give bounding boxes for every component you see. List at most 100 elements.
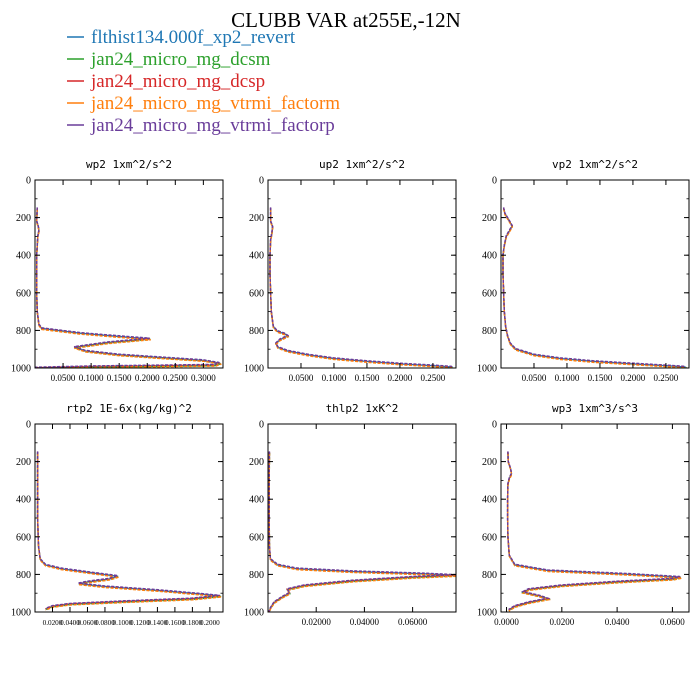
- y-tick-label: 0: [492, 176, 497, 187]
- series-group: [35, 207, 222, 368]
- chart-panel: rtp2 1E-6x(kg/kg)^2 0 200 400 600 800 1000 0.02…: [11, 402, 224, 627]
- x-tick-label: 0.2000: [200, 619, 220, 627]
- y-tick-label: 400: [249, 251, 264, 262]
- series-line: [268, 451, 456, 612]
- series-line: [507, 453, 682, 612]
- x-tick-label: 0.2000: [621, 373, 646, 383]
- plot-frame: [34, 179, 224, 369]
- x-tick-label: 0.1000: [555, 373, 580, 383]
- y-tick-label: 1000: [244, 608, 264, 619]
- series-line: [269, 208, 454, 368]
- chart-panel: thlp2 1xK^2 0 200 400 600 800 1000 0.02000 0.040…: [244, 402, 457, 627]
- x-tick-label: 0.3000: [191, 373, 216, 383]
- plot-frame: [267, 423, 457, 613]
- x-tick-label: 0.1500: [355, 373, 380, 383]
- series-line: [507, 452, 682, 612]
- series-line: [502, 207, 686, 368]
- y-tick-label: 0: [259, 176, 264, 187]
- y-tick-label: 400: [16, 251, 31, 262]
- x-tick-label: 0.1000: [79, 373, 104, 383]
- panel-title: vp2 1xm^2/s^2: [552, 158, 638, 171]
- x-tick-label: 0.1600: [165, 619, 185, 627]
- series-group: [268, 451, 456, 612]
- x-tick-label: 0.1800: [183, 619, 203, 627]
- y-tick-label: 1000: [11, 364, 31, 375]
- y-tick-label: 400: [482, 251, 497, 262]
- figure-title: CLUBB VAR at255E,-12N: [231, 8, 461, 32]
- x-tick-label: 0.1500: [588, 373, 613, 383]
- y-tick-label: 800: [16, 570, 31, 581]
- chart-panel: vp2 1xm^2/s^2 0 200 400 600 800 1000 0.0500 0.10…: [477, 158, 690, 383]
- y-tick-label: 200: [249, 213, 264, 224]
- y-tick-label: 400: [482, 495, 497, 506]
- y-tick-label: 200: [16, 213, 31, 224]
- y-tick-label: 600: [16, 288, 31, 299]
- legend-label: jan24_micro_mg_vtrmi_factorp: [90, 115, 335, 136]
- series-line: [36, 452, 222, 611]
- series-line: [35, 209, 222, 368]
- x-tick-label: 0.02000: [302, 617, 332, 627]
- x-tick-label: 0.0500: [289, 373, 314, 383]
- panel-title: wp2 1xm^2/s^2: [86, 158, 172, 171]
- series-group: [269, 207, 454, 368]
- series-line: [35, 208, 221, 368]
- x-tick-label: 0.0600: [660, 617, 685, 627]
- y-tick-label: 200: [482, 213, 497, 224]
- x-tick-label: 0.2500: [163, 373, 188, 383]
- x-tick-label: 0.0400: [60, 619, 80, 627]
- legend-entry: jan24_micro_mg_vtrmi_factorm: [67, 93, 340, 114]
- x-tick-label: 0.0500: [522, 373, 547, 383]
- x-tick-label: 0.0400: [605, 617, 630, 627]
- series-line: [35, 207, 220, 368]
- plot-frame: [500, 179, 690, 369]
- x-tick-label: 0.2000: [135, 373, 160, 383]
- plot-frame: [267, 179, 457, 369]
- y-tick-label: 1000: [244, 364, 264, 375]
- series-line: [502, 208, 687, 368]
- y-tick-label: 600: [249, 532, 264, 543]
- series-group: [36, 451, 222, 611]
- legend-entry: flthist134.000f_xp2_revert: [67, 27, 296, 48]
- y-tick-label: 1000: [477, 364, 497, 375]
- series-line: [269, 207, 452, 367]
- x-tick-label: 0.0800: [95, 619, 115, 627]
- y-tick-label: 0: [26, 176, 31, 187]
- y-tick-label: 800: [482, 326, 497, 337]
- x-tick-label: 0.2500: [654, 373, 679, 383]
- series-group: [502, 207, 687, 368]
- y-tick-label: 800: [16, 326, 31, 337]
- x-tick-label: 0.0200: [43, 619, 63, 627]
- series-line: [36, 451, 220, 610]
- chart-panel: wp2 1xm^2/s^2 0 200 400 600 800 1000 0.0500 0.10…: [11, 158, 224, 383]
- series-line: [35, 208, 222, 368]
- y-tick-label: 0: [259, 420, 264, 431]
- series-line: [36, 451, 220, 610]
- legend-entry: jan24_micro_mg_dcsp: [67, 71, 265, 92]
- legend-entry: jan24_micro_mg_vtrmi_factorp: [67, 115, 335, 136]
- x-tick-label: 0.04000: [350, 617, 380, 627]
- series-line: [502, 207, 685, 367]
- panel-title: rtp2 1E-6x(kg/kg)^2: [66, 402, 192, 415]
- legend-label: flthist134.000f_xp2_revert: [91, 27, 296, 48]
- y-tick-label: 200: [249, 457, 264, 468]
- y-tick-label: 600: [482, 288, 497, 299]
- legend-entry: jan24_micro_mg_dcsm: [67, 49, 271, 70]
- x-tick-label: 0.06000: [398, 617, 428, 627]
- series-line: [502, 208, 687, 368]
- series-group: [506, 451, 682, 612]
- panel-title: thlp2 1xK^2: [326, 402, 399, 415]
- series-line: [506, 451, 681, 611]
- series-line: [506, 452, 681, 611]
- y-tick-label: 200: [482, 457, 497, 468]
- x-tick-label: 0.0600: [78, 619, 98, 627]
- chart-panels: wp2 1xm^2/s^2 0 200 400 600 800 1000 0.0500 0.10…: [11, 158, 690, 627]
- series-line: [269, 209, 454, 368]
- series-line: [37, 453, 222, 611]
- y-tick-label: 1000: [11, 608, 31, 619]
- panel-title: wp3 1xm^3/s^3: [552, 402, 638, 415]
- x-tick-label: 0.0000: [494, 617, 519, 627]
- series-line: [506, 451, 680, 610]
- y-tick-label: 1000: [477, 608, 497, 619]
